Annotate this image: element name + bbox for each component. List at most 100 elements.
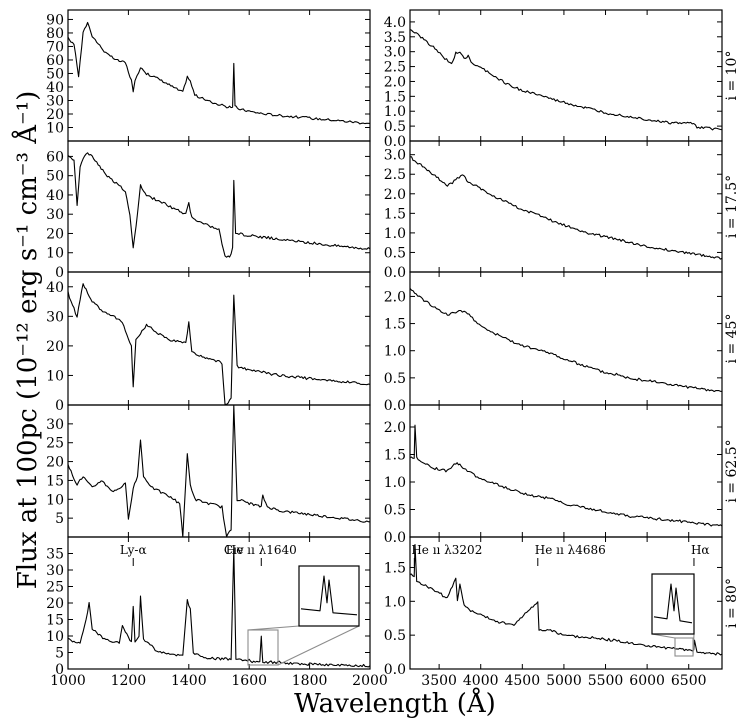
zoom-region	[674, 637, 694, 657]
y-tick-label: 20	[46, 455, 64, 471]
spectrum-line	[67, 152, 371, 258]
inclination-label: i = 62.5°	[724, 439, 740, 502]
y-tick-label: 50	[46, 169, 64, 185]
y-tick-label: 1.0	[384, 344, 406, 360]
inset-frame	[298, 565, 360, 627]
y-tick-label: 15	[46, 613, 64, 629]
x-tick-label: 1800	[292, 673, 328, 689]
y-tick-label: 1.5	[384, 560, 406, 576]
y-tick-label: 90	[46, 12, 64, 28]
spectrum-line	[67, 21, 371, 125]
y-tick-label: 0.5	[384, 119, 406, 135]
y-tick-label: 1.0	[384, 475, 406, 491]
y-tick-label: 40	[46, 280, 64, 296]
y-tick-label: 0.0	[384, 530, 406, 546]
x-tick-label: 1200	[111, 673, 147, 689]
line-label: Cıv	[224, 543, 244, 557]
panel-opt-i80: 0.0 0.5 1.0 1.5 3500 4000 4500 5000 5500 6000 6500…	[384, 536, 723, 689]
y-tick-label: 0.5	[384, 503, 406, 519]
line-label: He ıı λ4686	[535, 543, 606, 557]
x-tick-label: 4000	[463, 673, 499, 689]
zoom-connector	[247, 625, 300, 631]
y-tick-label: 20	[46, 226, 64, 242]
panel-frame	[67, 9, 371, 142]
y-tick-label: 10	[46, 629, 64, 645]
spectrum-line	[67, 548, 371, 668]
zoom-connector	[277, 625, 360, 666]
y-tick-label: 80	[46, 26, 64, 42]
panel-frame	[409, 536, 723, 670]
y-tick-label: 1.5	[384, 206, 406, 222]
y-tick-label: 5	[55, 646, 64, 662]
y-tick-label: 1.0	[384, 226, 406, 242]
y-tick-label: 30	[46, 207, 64, 223]
line-label: He ıı λ1640	[226, 543, 297, 557]
y-tick-label: 30	[46, 563, 64, 579]
y-tick-label: 2.0	[384, 74, 406, 90]
x-tick-label: 1600	[231, 673, 267, 689]
zoom-region	[247, 629, 279, 666]
x-tick-label: 1400	[171, 673, 207, 689]
y-tick-label: 40	[46, 80, 64, 96]
y-tick-label: 60	[46, 53, 64, 69]
y-tick-label: 1.5	[384, 89, 406, 105]
panel-opt-i62: 0.0 0.5 1.0 1.5 2.0	[384, 404, 723, 546]
inclination-label: i = 17.5°	[724, 175, 740, 238]
y-tick-label: 60	[46, 149, 64, 165]
line-label: Hα	[691, 543, 710, 557]
y-tick-label: 70	[46, 39, 64, 55]
y-tick-label: 10	[46, 246, 64, 262]
x-tick-label: 3500	[421, 673, 457, 689]
y-tick-label: 0.0	[384, 398, 406, 414]
y-tick-label: 0.5	[384, 628, 406, 644]
y-tick-label: 2.5	[384, 60, 406, 76]
y-tick-label: 0.5	[384, 245, 406, 261]
x-tick-label: 5500	[588, 673, 624, 689]
spectrum-line	[409, 543, 723, 656]
y-tick-label: 0.5	[384, 371, 406, 387]
y-tick-label: 3.0	[384, 45, 406, 61]
y-tick-label: 5	[55, 511, 64, 527]
y-tick-label: 2.5	[384, 167, 406, 183]
inset-spectrum	[653, 583, 693, 624]
y-tick-label: 25	[46, 580, 64, 596]
y-tick-label: 1.0	[384, 594, 406, 610]
x-tick-label: 5000	[546, 673, 582, 689]
y-tick-label: 35	[46, 547, 64, 563]
y-tick-label: 30	[46, 309, 64, 325]
panel-frame	[67, 271, 371, 406]
y-tick-label: 1.5	[384, 317, 406, 333]
y-tick-label: 2.0	[384, 289, 406, 305]
panel-opt-i45: 0.0 0.5 1.0 1.5 2.0	[384, 271, 723, 414]
inset-spectrum	[300, 575, 358, 616]
y-tick-label: 1.0	[384, 104, 406, 120]
spectrum-line	[67, 404, 371, 538]
y-tick-label: 2.0	[384, 187, 406, 203]
spectrum-line	[409, 424, 723, 527]
y-tick-label: 3.5	[384, 30, 406, 46]
y-tick-label: 10	[46, 368, 64, 384]
y-tick-label: 10	[46, 120, 64, 136]
panel-uv-i17: 0 10 20 30 40 50 60	[46, 140, 371, 281]
x-tick-label: 6500	[671, 673, 707, 689]
inclination-label: i = 10°	[724, 51, 740, 101]
panels-layer: 1020304050607080900.00.51.01.52.02.53.03…	[46, 9, 740, 689]
zoom-connector	[651, 633, 676, 639]
x-tick-label: 6000	[629, 673, 665, 689]
y-tick-label: 25	[46, 436, 64, 452]
y-tick-label: 1.5	[384, 448, 406, 464]
zoom-connector	[692, 633, 695, 657]
inclination-label: i = 80°	[724, 578, 740, 628]
y-tick-label: 3.0	[384, 148, 406, 164]
x-tick-label: 1000	[50, 673, 86, 689]
y-tick-label: 4.0	[384, 15, 406, 31]
y-tick-label: 10	[46, 492, 64, 508]
x-tick-label: 2000	[352, 673, 388, 689]
x-axis-title: Wavelength (Å)	[294, 687, 496, 719]
y-axis-title: Flux at 100pc (10⁻¹² erg s⁻¹ cm⁻³ Å⁻¹)	[11, 91, 43, 590]
panel-opt-i17: 0.0 0.5 1.0 1.5 2.0 2.5 3.0	[384, 140, 723, 281]
y-tick-label: 0.0	[384, 134, 406, 150]
